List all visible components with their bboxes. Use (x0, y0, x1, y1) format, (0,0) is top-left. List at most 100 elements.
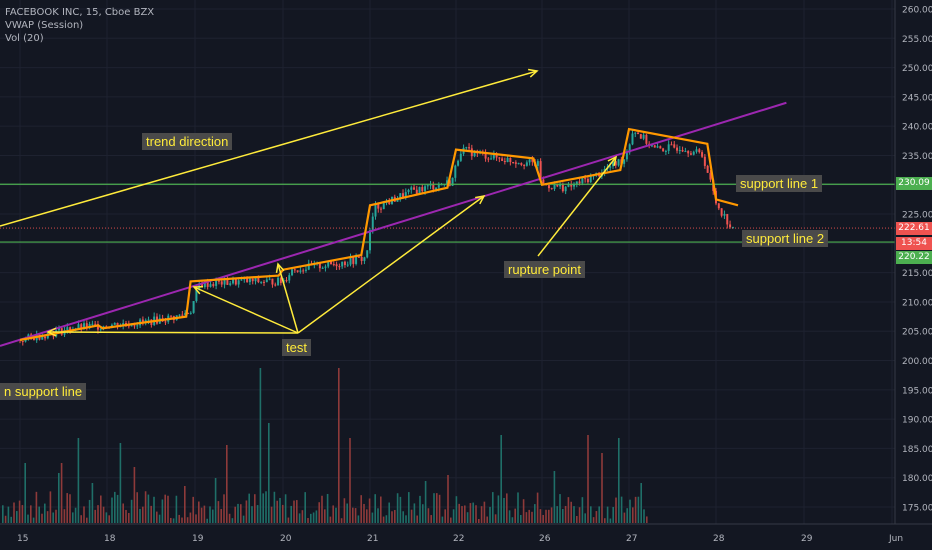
candle-body (243, 278, 246, 280)
volume-bar (256, 505, 259, 523)
volume-bar (508, 510, 511, 523)
candle-body (418, 187, 421, 194)
candle-body (302, 270, 305, 272)
volume-bar (581, 497, 584, 523)
volume-bar (422, 504, 424, 523)
candle-body (170, 315, 173, 317)
y-tick-label: 240.00 (902, 123, 932, 133)
volume-bar (88, 499, 91, 523)
volume-bar (539, 509, 542, 523)
candle-body (701, 152, 704, 157)
volume-bar (377, 508, 379, 523)
trend-direction-arrow-head (528, 68, 539, 78)
candle-body (520, 163, 523, 165)
volume-bar (203, 505, 206, 523)
candle-body (57, 328, 60, 331)
candle-body (695, 149, 698, 152)
support-line-1-label: support line 1 (736, 175, 823, 192)
volume-bar (270, 506, 273, 523)
volume-bar (7, 506, 10, 523)
candle-body (277, 277, 280, 286)
candle-body (424, 186, 427, 192)
candle-body (673, 144, 676, 148)
candle-body (94, 323, 97, 325)
volume-bar (626, 508, 628, 523)
volume-bar (265, 491, 267, 523)
volume-bar (114, 491, 116, 523)
volume-bar (72, 512, 74, 523)
trend-direction-arrow (0, 70, 538, 227)
rupture-arrow (537, 156, 617, 257)
volume-bar (94, 509, 96, 523)
volume-bar (478, 518, 480, 523)
volume-bar (237, 503, 239, 523)
x-tick-label: 21 (367, 534, 378, 544)
volume-bar (186, 517, 189, 523)
y-tick-label: 225.00 (902, 211, 932, 221)
candle-body (634, 132, 637, 134)
volume-bar (144, 491, 147, 523)
candle-body (324, 266, 327, 268)
candle-body (559, 184, 562, 187)
volume-bar (517, 492, 519, 523)
volume-bar (536, 492, 539, 523)
volume-bar (214, 478, 217, 523)
candle-body (639, 134, 642, 139)
candle-body (299, 270, 302, 272)
volume-bar (2, 505, 4, 523)
candle-body (226, 278, 229, 285)
volume-bar (16, 511, 18, 523)
test-arrow-2-head (192, 285, 204, 295)
candle-body (465, 147, 468, 149)
volume-bar (240, 504, 242, 523)
volume-bar (405, 515, 407, 523)
volume-bar (349, 438, 351, 523)
volume-bar (147, 494, 150, 523)
volume-bar (354, 508, 357, 523)
candle-body (609, 166, 612, 168)
candle-body (212, 284, 215, 286)
volume-bar (391, 511, 393, 523)
candle-body (349, 257, 352, 265)
candle-body (523, 164, 526, 166)
volume-bar (486, 516, 488, 523)
volume-bar (531, 511, 533, 523)
candle-body (215, 280, 218, 286)
volume-bar (427, 508, 430, 523)
y-tick-label: 175.00 (902, 504, 932, 514)
volume-bar (195, 514, 197, 523)
candle-body (681, 150, 684, 152)
volume-bar (181, 517, 183, 523)
volume-bar (573, 506, 575, 523)
volume-bar (343, 498, 346, 523)
candle-body (517, 163, 520, 165)
candle-body (687, 151, 690, 154)
candle-body (220, 281, 223, 285)
candle-body (192, 301, 195, 313)
symbol-label: FACEBOOK INC, 15, Cboe BZX (5, 7, 155, 18)
candle-body (667, 144, 670, 151)
volume-bar (220, 508, 222, 523)
candle-body (487, 158, 490, 160)
volume-bar (80, 515, 82, 523)
trend-support-line (0, 101, 787, 347)
candle-body (437, 184, 440, 188)
candle-body (223, 278, 226, 285)
volume-bar (590, 506, 592, 523)
candle-body (642, 134, 645, 139)
volume-bar (553, 471, 556, 523)
volume-bar (352, 507, 354, 523)
candle-body (514, 162, 517, 164)
volume-bar (480, 506, 483, 523)
volume-bar (623, 512, 626, 523)
volume-bar (46, 511, 49, 523)
volume-bar (312, 512, 315, 523)
volume-bar (170, 517, 172, 523)
candle-body (698, 149, 701, 153)
candle-body (369, 230, 371, 251)
overlay-lines (0, 68, 895, 347)
volume-bar (97, 505, 99, 523)
candle-body (203, 281, 206, 288)
volume-bar (259, 368, 262, 523)
candle-body (726, 214, 729, 225)
